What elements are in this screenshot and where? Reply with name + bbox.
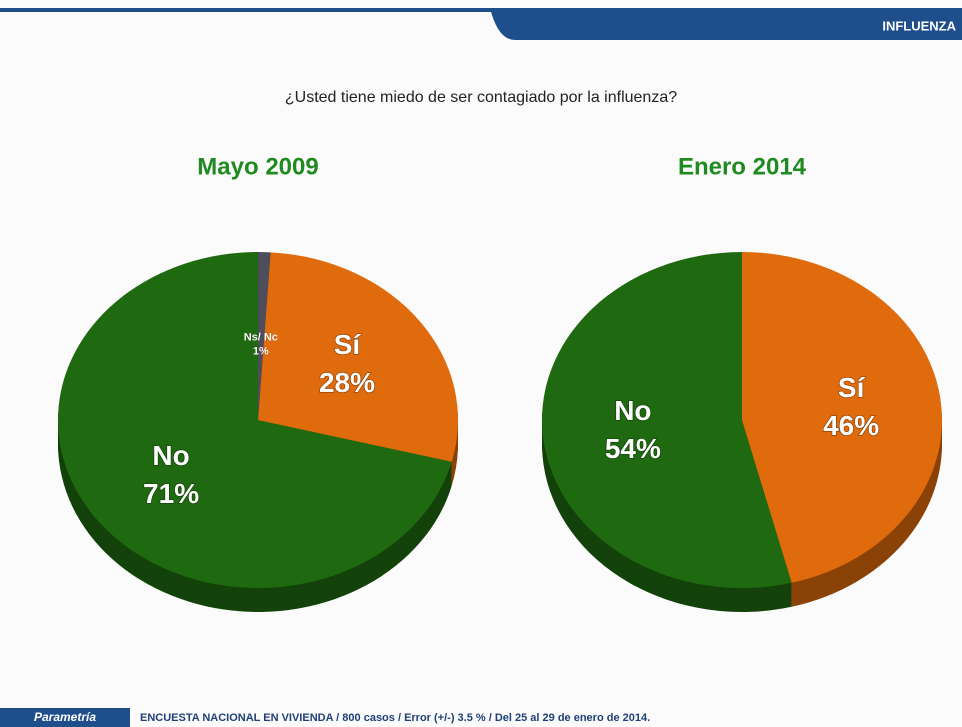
slice-label: No xyxy=(614,395,651,426)
header-label: INFLUENZA xyxy=(882,18,956,33)
question: ¿Usted tiene miedo de ser contagiado por… xyxy=(285,89,677,106)
chart-title: Mayo 2009 xyxy=(197,153,318,180)
footer: ENCUESTA NACIONAL EN VIVIENDA / 800 caso… xyxy=(140,712,650,724)
slice-label: Sí xyxy=(334,329,362,360)
slice-label: Sí xyxy=(838,372,866,403)
slice-label: Ns/ Nc xyxy=(244,331,278,343)
slice-label: No xyxy=(152,440,189,471)
pie-slice xyxy=(542,252,792,588)
header-line xyxy=(0,8,962,12)
slice-value-label: 28% xyxy=(319,367,375,398)
logo: Parametría xyxy=(34,710,96,724)
pie-slice xyxy=(742,251,943,583)
logo-box xyxy=(0,708,130,727)
slice-value-label: 71% xyxy=(143,478,199,509)
chart-title: Enero 2014 xyxy=(678,153,807,180)
pie-slice xyxy=(57,252,452,588)
slice-value-label: 54% xyxy=(605,433,661,464)
pie-slice xyxy=(258,252,458,462)
pie-slice xyxy=(258,252,271,420)
header-tab xyxy=(490,8,962,40)
slice-value-label: 1% xyxy=(253,345,269,357)
slice-value-label: 46% xyxy=(823,410,879,441)
